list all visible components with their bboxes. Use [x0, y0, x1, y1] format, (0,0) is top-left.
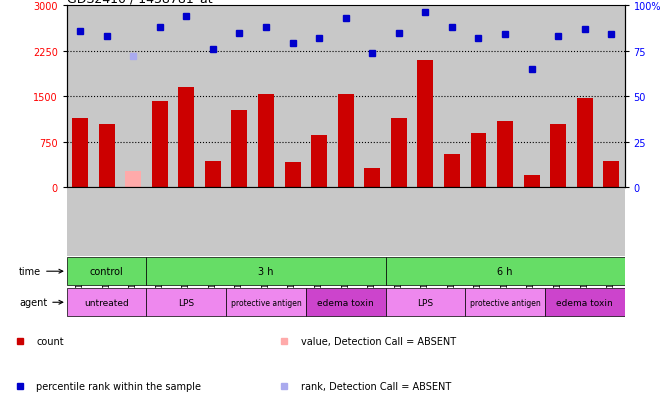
Bar [205, 162, 221, 188]
Text: LPS: LPS [178, 298, 194, 307]
Bar [385, 258, 625, 285]
Bar [385, 289, 465, 316]
Text: value, Detection Call = ABSENT: value, Detection Call = ABSENT [301, 336, 456, 346]
Bar [306, 289, 385, 316]
Bar [444, 154, 460, 188]
Text: untreated: untreated [84, 298, 129, 307]
Bar [67, 289, 146, 316]
Bar [258, 95, 274, 188]
Bar [364, 169, 380, 188]
Text: rank, Detection Call = ABSENT: rank, Detection Call = ABSENT [301, 381, 451, 391]
Bar [545, 289, 625, 316]
Bar [338, 95, 353, 188]
Text: count: count [37, 336, 64, 346]
Bar [576, 99, 593, 188]
Bar [146, 289, 226, 316]
Text: protective antigen: protective antigen [230, 298, 301, 307]
Bar [470, 133, 486, 188]
Bar [125, 171, 141, 188]
Bar [178, 88, 194, 188]
Bar [497, 121, 513, 188]
Bar [146, 258, 385, 285]
Bar [152, 102, 168, 188]
Bar [285, 162, 301, 188]
Text: LPS: LPS [418, 298, 434, 307]
Text: edema toxin: edema toxin [317, 298, 374, 307]
Text: agent: agent [19, 297, 63, 308]
Bar [418, 61, 434, 188]
Bar [311, 135, 327, 188]
Bar [226, 289, 306, 316]
Bar [391, 118, 407, 188]
Bar [603, 162, 619, 188]
Bar [465, 289, 545, 316]
Bar [550, 124, 566, 188]
Bar [72, 118, 88, 188]
Bar [524, 176, 540, 188]
Text: GDS2410 / 1438781_at: GDS2410 / 1438781_at [67, 0, 212, 5]
Text: control: control [90, 266, 124, 277]
Text: edema toxin: edema toxin [556, 298, 613, 307]
Text: 3 h: 3 h [259, 266, 274, 277]
Bar [67, 258, 146, 285]
Text: 6 h: 6 h [497, 266, 513, 277]
Text: percentile rank within the sample: percentile rank within the sample [37, 381, 202, 391]
Bar [99, 124, 115, 188]
Text: protective antigen: protective antigen [470, 298, 540, 307]
Text: time: time [19, 266, 63, 277]
Bar [232, 110, 247, 188]
